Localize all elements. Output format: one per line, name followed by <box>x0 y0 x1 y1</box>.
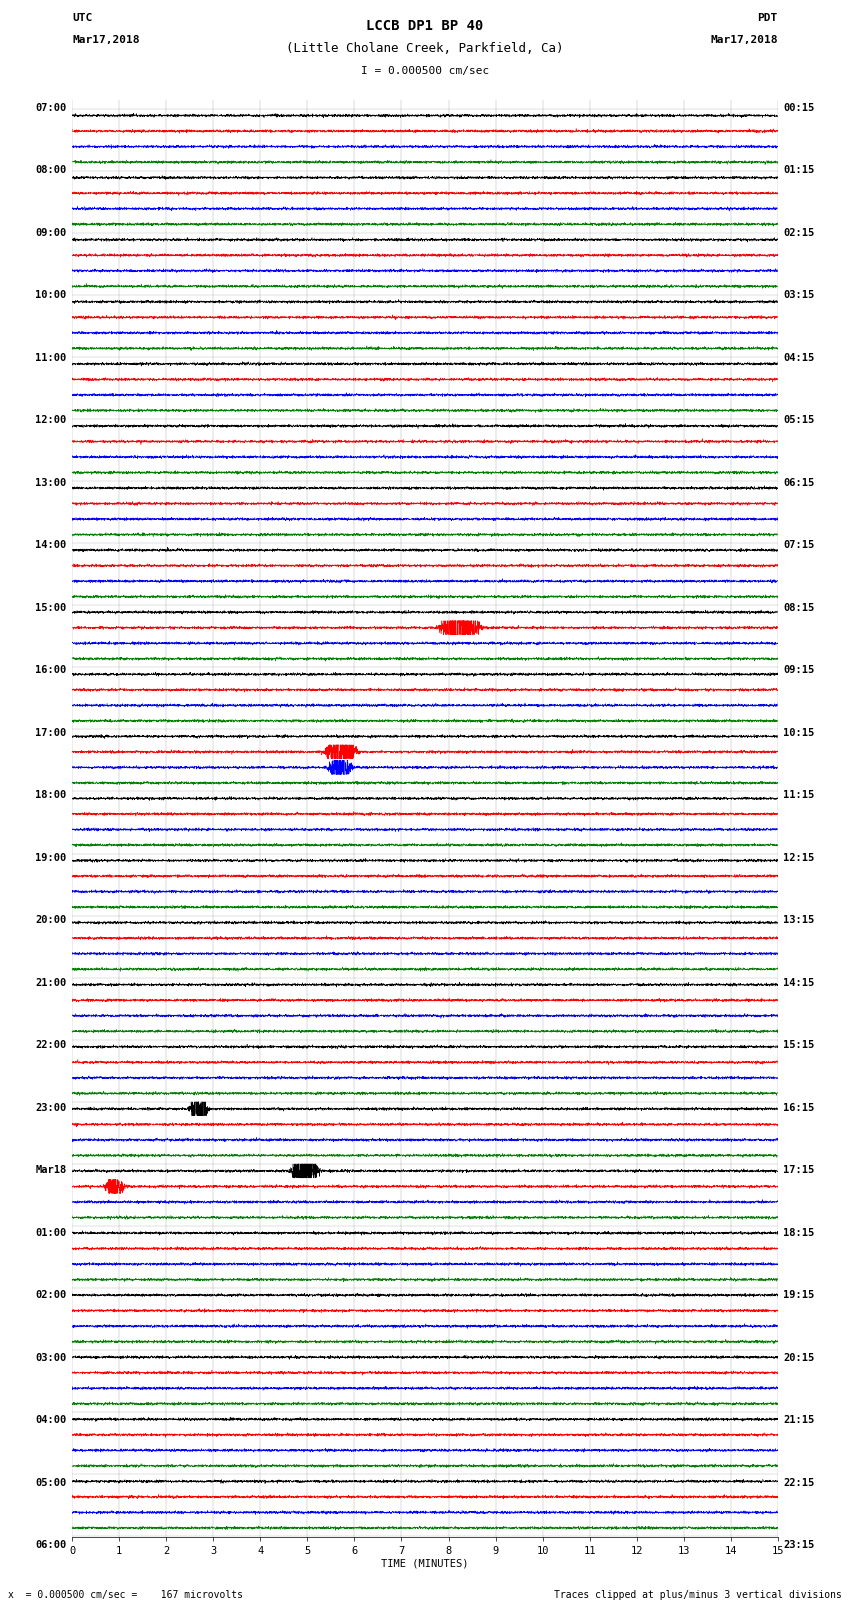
Text: 18:15: 18:15 <box>784 1227 814 1237</box>
Text: 00:15: 00:15 <box>784 103 814 113</box>
Text: 15:15: 15:15 <box>784 1040 814 1050</box>
Text: 23:15: 23:15 <box>784 1540 814 1550</box>
Text: 14:15: 14:15 <box>784 977 814 987</box>
Text: (Little Cholane Creek, Parkfield, Ca): (Little Cholane Creek, Parkfield, Ca) <box>286 42 564 55</box>
Text: 19:00: 19:00 <box>36 853 66 863</box>
Text: 13:00: 13:00 <box>36 477 66 487</box>
Text: I = 0.000500 cm/sec: I = 0.000500 cm/sec <box>361 66 489 76</box>
Text: 16:15: 16:15 <box>784 1103 814 1113</box>
Text: 19:15: 19:15 <box>784 1290 814 1300</box>
Text: 20:00: 20:00 <box>36 915 66 926</box>
Text: 21:15: 21:15 <box>784 1415 814 1424</box>
Text: 05:15: 05:15 <box>784 415 814 426</box>
Text: 10:00: 10:00 <box>36 290 66 300</box>
Text: 22:15: 22:15 <box>784 1478 814 1487</box>
Text: 12:00: 12:00 <box>36 415 66 426</box>
Text: 04:00: 04:00 <box>36 1415 66 1424</box>
Text: 02:15: 02:15 <box>784 227 814 237</box>
Text: Traces clipped at plus/minus 3 vertical divisions: Traces clipped at plus/minus 3 vertical … <box>553 1590 842 1600</box>
Text: 04:15: 04:15 <box>784 353 814 363</box>
Text: 08:15: 08:15 <box>784 603 814 613</box>
Text: Mar18: Mar18 <box>36 1165 66 1176</box>
Text: 07:15: 07:15 <box>784 540 814 550</box>
Text: PDT: PDT <box>757 13 778 23</box>
Text: 18:00: 18:00 <box>36 790 66 800</box>
Text: 22:00: 22:00 <box>36 1040 66 1050</box>
Text: 06:15: 06:15 <box>784 477 814 487</box>
Text: 10:15: 10:15 <box>784 727 814 737</box>
Text: 08:00: 08:00 <box>36 165 66 176</box>
Text: 17:15: 17:15 <box>784 1165 814 1176</box>
Text: 02:00: 02:00 <box>36 1290 66 1300</box>
Text: 05:00: 05:00 <box>36 1478 66 1487</box>
Text: Mar17,2018: Mar17,2018 <box>72 35 139 45</box>
Text: 11:00: 11:00 <box>36 353 66 363</box>
Text: 15:00: 15:00 <box>36 603 66 613</box>
Text: 01:15: 01:15 <box>784 165 814 176</box>
Text: LCCB DP1 BP 40: LCCB DP1 BP 40 <box>366 19 484 34</box>
Text: 06:00: 06:00 <box>36 1540 66 1550</box>
Text: 20:15: 20:15 <box>784 1353 814 1363</box>
Text: 01:00: 01:00 <box>36 1227 66 1237</box>
Text: x  = 0.000500 cm/sec =    167 microvolts: x = 0.000500 cm/sec = 167 microvolts <box>8 1590 243 1600</box>
Text: Mar17,2018: Mar17,2018 <box>711 35 778 45</box>
X-axis label: TIME (MINUTES): TIME (MINUTES) <box>382 1560 468 1569</box>
Text: 09:00: 09:00 <box>36 227 66 237</box>
Text: 23:00: 23:00 <box>36 1103 66 1113</box>
Text: 09:15: 09:15 <box>784 665 814 676</box>
Text: 11:15: 11:15 <box>784 790 814 800</box>
Text: 14:00: 14:00 <box>36 540 66 550</box>
Text: 17:00: 17:00 <box>36 727 66 737</box>
Text: 12:15: 12:15 <box>784 853 814 863</box>
Text: 03:00: 03:00 <box>36 1353 66 1363</box>
Text: 21:00: 21:00 <box>36 977 66 987</box>
Text: UTC: UTC <box>72 13 93 23</box>
Text: 16:00: 16:00 <box>36 665 66 676</box>
Text: 07:00: 07:00 <box>36 103 66 113</box>
Text: 03:15: 03:15 <box>784 290 814 300</box>
Text: 13:15: 13:15 <box>784 915 814 926</box>
